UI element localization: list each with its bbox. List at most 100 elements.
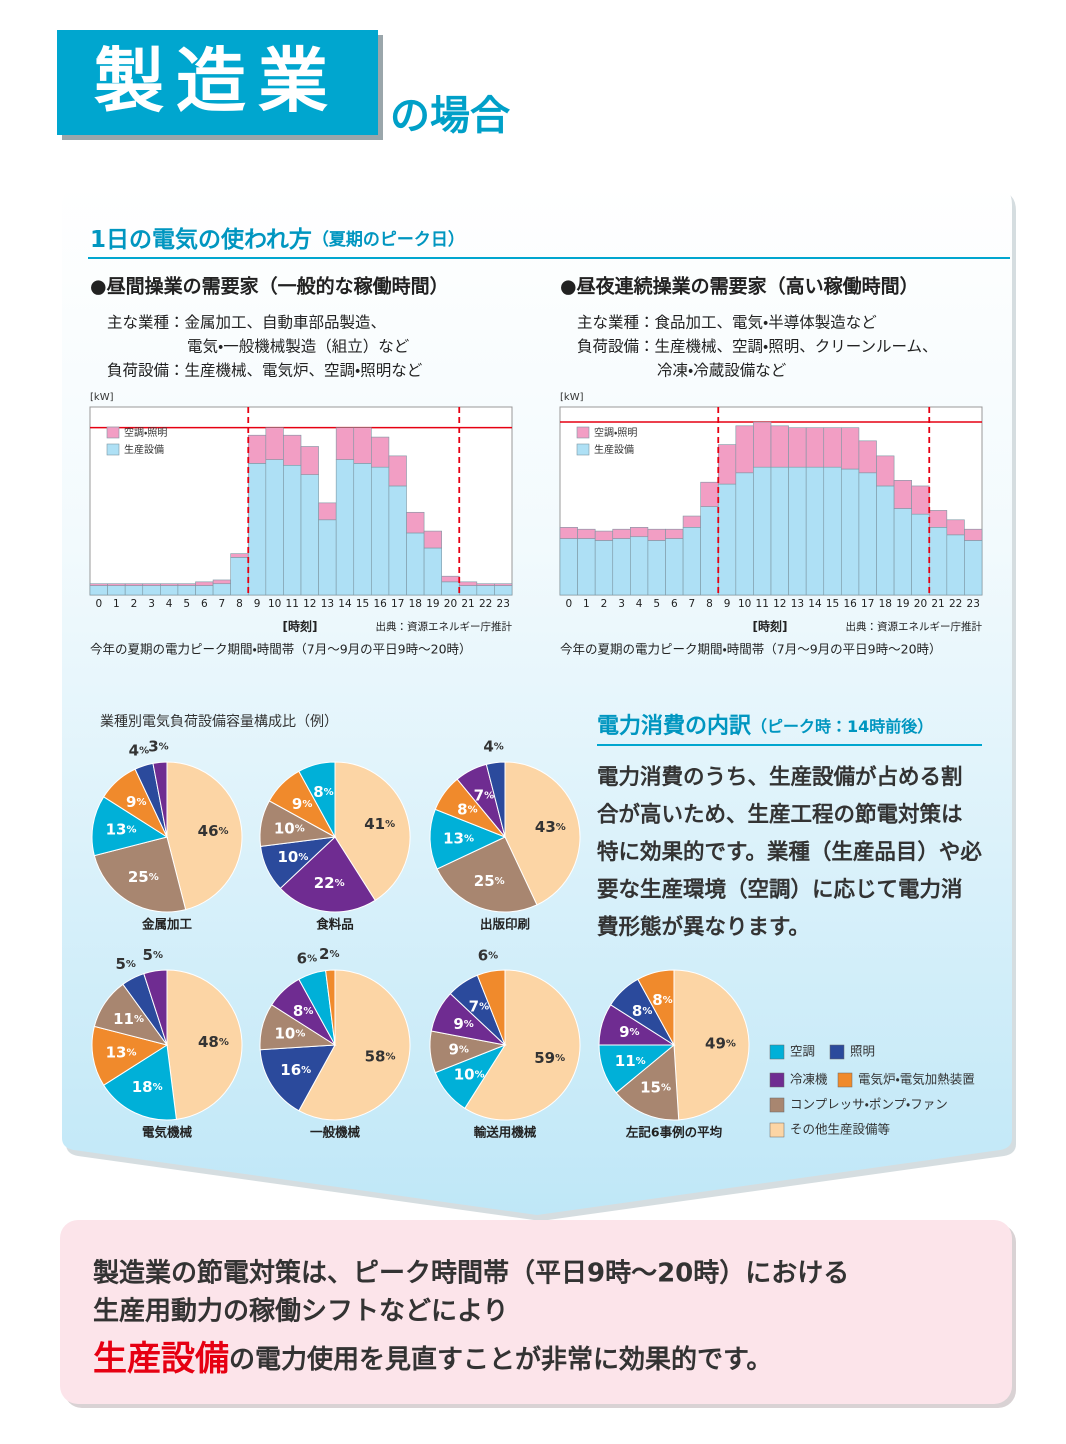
pie-label-unit: % bbox=[385, 819, 395, 830]
bar-segment bbox=[160, 585, 179, 596]
bar-segment bbox=[559, 538, 578, 596]
pie-label-number: 48 bbox=[198, 1033, 219, 1051]
legend-swatch bbox=[576, 443, 590, 456]
bar-segment bbox=[594, 540, 614, 596]
x-tick-label: 3 bbox=[618, 598, 625, 610]
bar-segment bbox=[911, 513, 930, 596]
x-tick-label: 17 bbox=[861, 598, 874, 610]
caption: 今年の夏期の電力ピーク期間・時間帯（7月～9月の平日9時～20時） bbox=[90, 642, 472, 657]
pie-label: 11% bbox=[113, 1009, 144, 1027]
x-tick-label: 15 bbox=[356, 598, 369, 610]
x-tick-label: 0 bbox=[565, 598, 572, 610]
pie-label: 6% bbox=[297, 949, 317, 967]
bar-segment bbox=[177, 585, 196, 596]
pie-title: 食料品 bbox=[315, 917, 354, 932]
breakdown-line: 要な生産環境（空調）に応じて電力消 bbox=[597, 877, 963, 903]
pie-label: 8% bbox=[652, 990, 672, 1008]
bar-segment bbox=[335, 427, 355, 460]
pie-label-unit: % bbox=[324, 787, 334, 798]
source: 出典：資源エネルギー庁推計 bbox=[846, 620, 983, 633]
bar-segment bbox=[423, 530, 442, 549]
x-tick-label: 2 bbox=[601, 598, 608, 610]
pie-label-unit: % bbox=[663, 995, 673, 1006]
x-tick-label: 10 bbox=[738, 598, 751, 610]
bar-segment bbox=[335, 459, 355, 596]
bar-segment bbox=[107, 585, 126, 596]
x-tick-label: 23 bbox=[497, 598, 510, 610]
bar-segment bbox=[283, 434, 302, 466]
bar-segment bbox=[717, 483, 737, 596]
pie-slice bbox=[673, 969, 750, 1121]
x-tick-label: 12 bbox=[773, 598, 786, 610]
bar-segment bbox=[89, 583, 108, 586]
bar-segment bbox=[647, 528, 666, 541]
bar-segment bbox=[753, 421, 772, 468]
bar-segment bbox=[805, 466, 825, 596]
bar-segment bbox=[612, 538, 631, 596]
pie-label-unit: % bbox=[385, 1052, 395, 1063]
bar-segment bbox=[441, 581, 460, 596]
pie-label-number: 13 bbox=[106, 820, 127, 838]
x-tick-label: 15 bbox=[826, 598, 839, 610]
x-tick-label: 7 bbox=[219, 598, 226, 610]
x-tick-label: 20 bbox=[914, 598, 927, 610]
bar-segment bbox=[858, 472, 877, 596]
pie-slice bbox=[298, 761, 336, 838]
pie-label: 9% bbox=[448, 1040, 468, 1058]
x-tick-label: 3 bbox=[148, 598, 155, 610]
bar-segment bbox=[770, 466, 789, 596]
bar-segment bbox=[805, 427, 825, 468]
pie-label: 10% bbox=[454, 1065, 485, 1083]
bar-segment bbox=[265, 427, 284, 460]
pie-label-unit: % bbox=[484, 791, 494, 802]
pie-label-unit: % bbox=[219, 826, 229, 837]
pie-label-unit: % bbox=[134, 1014, 144, 1025]
x-tick-label: 8 bbox=[706, 598, 713, 610]
legend-swatch bbox=[769, 1072, 785, 1088]
bar-segment bbox=[823, 466, 842, 596]
x-tick-label: 13 bbox=[791, 598, 804, 610]
pie-label-number: 22 bbox=[314, 874, 335, 892]
bar-segment bbox=[388, 485, 407, 596]
chart-note: 主な業種：食品加工、電気・半導体製造など bbox=[577, 314, 877, 332]
chart-note: 冷凍・冷蔵設備など bbox=[657, 362, 787, 380]
bar-segment bbox=[230, 553, 249, 558]
bar-segment bbox=[247, 434, 267, 464]
conclusion-line: 製造業の節電対策は、ピーク時間帯（平日9時～20時）における bbox=[93, 1258, 849, 1289]
pie-label-unit: % bbox=[126, 1047, 136, 1058]
x-tick-label: 19 bbox=[426, 598, 439, 610]
bar-segment bbox=[682, 515, 701, 528]
pie-label: 58% bbox=[365, 1047, 396, 1065]
pie-label: 18% bbox=[132, 1078, 163, 1096]
bar-segment bbox=[212, 583, 231, 596]
pie-label-unit: % bbox=[661, 1083, 671, 1094]
pie-label-unit: % bbox=[726, 1039, 736, 1050]
pie-label-number: 7 bbox=[469, 997, 479, 1015]
pie-label-number: 10 bbox=[275, 1024, 296, 1042]
x-tick-label: 6 bbox=[671, 598, 678, 610]
breakdown-line: 合が高いため、生産工程の節電対策は bbox=[597, 802, 963, 828]
bar-segment bbox=[700, 481, 719, 507]
x-tick-label: 8 bbox=[236, 598, 243, 610]
bar-segment bbox=[928, 510, 948, 528]
x-tick-label: 0 bbox=[95, 598, 102, 610]
pie-label-unit: % bbox=[159, 741, 169, 752]
pie-label: 9% bbox=[126, 793, 146, 811]
pie-label: 49% bbox=[705, 1034, 736, 1052]
breakdown-title: 電力消費の内訳（ピーク時：14時前後） bbox=[597, 714, 933, 739]
pie-label-unit: % bbox=[468, 805, 478, 816]
x-axis-label: [時刻] bbox=[753, 619, 788, 634]
conclusion-line: 生産設備の電力使用を見直すことが非常に効果的です。 bbox=[93, 1339, 772, 1379]
pie-label-number: 6 bbox=[297, 949, 307, 967]
pie-label: 15% bbox=[640, 1078, 671, 1096]
pie-label-number: 13 bbox=[106, 1043, 127, 1061]
pie-label: 48% bbox=[198, 1033, 229, 1051]
legend-label: 空調 bbox=[790, 1044, 815, 1059]
bar-segment bbox=[893, 480, 912, 509]
bar-segment bbox=[458, 585, 478, 596]
bar-segment bbox=[841, 427, 860, 470]
pie-label-number: 46 bbox=[198, 822, 219, 840]
x-tick-label: 18 bbox=[409, 598, 422, 610]
x-tick-label: 18 bbox=[879, 598, 892, 610]
